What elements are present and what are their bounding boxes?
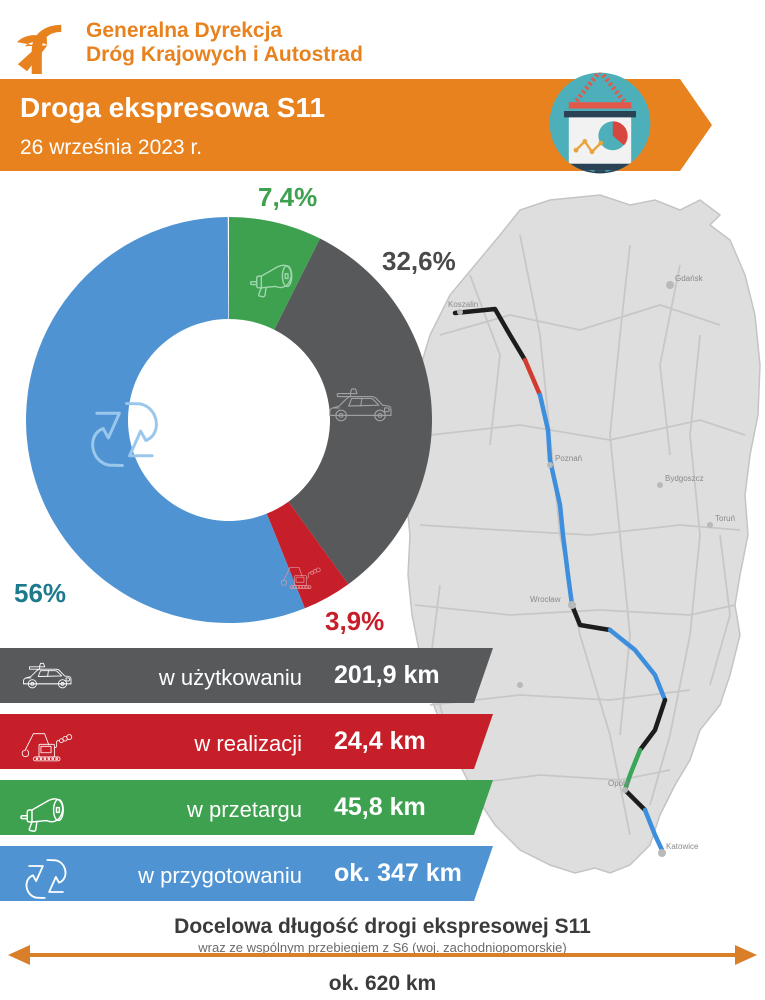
svg-text:Toruń: Toruń [715,514,735,523]
svg-text:Opole: Opole [608,779,630,788]
svg-text:Katowice: Katowice [666,842,699,851]
svg-text:Bydgoszcz: Bydgoszcz [665,474,704,483]
svg-text:Wrocław: Wrocław [530,595,561,604]
svg-text:Poznań: Poznań [555,454,582,463]
svg-text:Gdańsk: Gdańsk [675,274,704,283]
